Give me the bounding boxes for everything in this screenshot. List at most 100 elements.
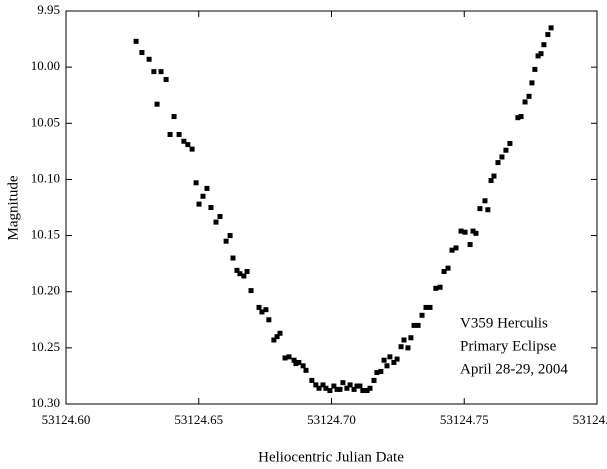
point <box>381 357 387 363</box>
point <box>139 50 145 56</box>
point <box>357 383 363 389</box>
point <box>193 180 199 186</box>
y-tick-label: 10.00 <box>31 58 60 73</box>
point <box>293 361 299 367</box>
point <box>427 304 433 310</box>
point <box>360 388 366 394</box>
point <box>309 377 315 383</box>
point <box>189 146 195 152</box>
point <box>300 363 306 369</box>
x-tick-label: 53124.60 <box>42 412 91 427</box>
point <box>462 229 468 235</box>
point <box>263 307 269 313</box>
point <box>337 386 343 392</box>
point <box>364 388 370 394</box>
point <box>437 284 443 290</box>
point <box>495 160 501 166</box>
point <box>213 219 219 225</box>
point <box>259 309 265 315</box>
point <box>433 285 439 291</box>
point <box>303 367 309 373</box>
point <box>344 385 350 391</box>
point <box>445 265 451 271</box>
point <box>467 242 473 248</box>
point <box>503 147 509 153</box>
point <box>146 56 152 62</box>
y-tick-label: 10.25 <box>31 339 60 354</box>
y-tick-label: 10.15 <box>31 227 60 242</box>
point <box>384 363 390 369</box>
point <box>158 69 164 75</box>
point <box>522 99 528 105</box>
point <box>167 132 173 138</box>
point <box>405 345 411 351</box>
point <box>354 383 360 389</box>
point <box>296 359 302 365</box>
annotation: April 28-29, 2004 <box>460 361 568 377</box>
point <box>529 80 535 86</box>
point <box>230 255 236 261</box>
point <box>371 377 377 383</box>
point <box>535 53 541 59</box>
point <box>415 322 421 328</box>
point <box>548 25 554 31</box>
point <box>248 288 254 294</box>
point <box>282 355 288 361</box>
point <box>470 228 476 234</box>
point <box>526 93 532 99</box>
point <box>227 233 233 239</box>
point <box>411 322 417 328</box>
point <box>347 382 353 388</box>
point <box>200 193 206 199</box>
point <box>313 382 319 388</box>
point <box>477 206 483 212</box>
x-tick-label: 53124.65 <box>174 412 223 427</box>
point <box>171 114 177 120</box>
point <box>327 388 333 394</box>
point <box>176 132 182 138</box>
point <box>532 66 538 72</box>
x-axis-label: Heliocentric Julian Date <box>258 449 404 465</box>
point <box>256 304 262 310</box>
annotation: Primary Eclipse <box>460 338 557 354</box>
point <box>515 115 521 121</box>
point <box>398 344 404 350</box>
point <box>488 178 494 184</box>
point <box>196 201 202 207</box>
point <box>323 385 329 391</box>
point <box>217 213 223 219</box>
point <box>286 354 292 360</box>
point <box>473 230 479 236</box>
point <box>367 385 373 391</box>
point <box>351 386 357 392</box>
point <box>458 228 464 234</box>
x-tick-label: 53124.75 <box>440 412 489 427</box>
point <box>499 154 505 160</box>
point <box>538 51 544 57</box>
point <box>277 330 283 336</box>
point <box>181 138 187 144</box>
y-tick-label: 9.95 <box>37 2 60 17</box>
point <box>266 317 272 323</box>
point <box>244 269 250 275</box>
point <box>185 142 191 148</box>
y-tick-label: 10.30 <box>31 395 60 410</box>
point <box>291 357 297 363</box>
y-tick-label: 10.20 <box>31 283 60 298</box>
point <box>204 185 210 191</box>
point <box>274 334 280 340</box>
annotation: V359 Herculis <box>460 315 548 331</box>
point <box>208 205 214 210</box>
x-tick-label: 53124.70 <box>307 412 356 427</box>
y-tick-label: 10.10 <box>31 170 60 185</box>
y-axis-label: Magnitude <box>5 175 21 240</box>
point <box>374 370 380 376</box>
point <box>453 245 459 251</box>
point <box>518 114 524 120</box>
point <box>237 271 243 277</box>
point <box>163 76 169 82</box>
point <box>223 238 229 244</box>
point <box>441 269 447 275</box>
